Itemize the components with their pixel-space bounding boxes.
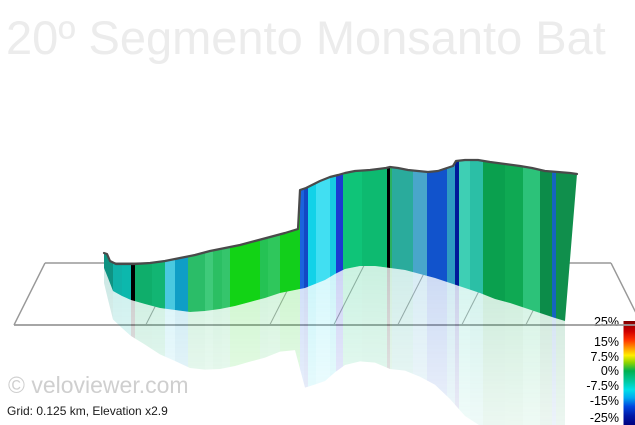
reflection-stripe — [483, 266, 505, 425]
gradient-stripe — [505, 160, 523, 321]
gradient-stripe — [455, 160, 459, 321]
reflection-stripe — [362, 266, 387, 425]
legend-label: -7.5% — [586, 379, 619, 393]
veloviewer-watermark: © veloviewer.com — [8, 372, 189, 398]
reflection-stripe — [205, 266, 213, 425]
gradient-stripe — [552, 160, 556, 321]
gradient-stripe — [304, 160, 308, 321]
legend-label: -25% — [590, 411, 619, 425]
gradient-stripe — [188, 160, 205, 321]
legend-label: -15% — [590, 394, 619, 408]
gradient-stripe — [308, 160, 316, 321]
gradient-stripe — [152, 160, 165, 321]
reflection-stripe — [459, 266, 470, 425]
gradient-stripe — [390, 160, 392, 321]
legend-label: 15% — [594, 335, 619, 349]
reflection-stripe — [330, 266, 336, 425]
reflection-stripe — [552, 266, 556, 425]
gradient-stripe — [260, 160, 268, 321]
gradient-stripe — [556, 160, 577, 321]
gradient-stripe — [470, 160, 483, 321]
gradient-stripe — [459, 160, 470, 321]
reflection-stripe — [387, 266, 390, 425]
reflection-stripe — [222, 266, 230, 425]
gradient-stripe — [447, 160, 455, 321]
grid-info-label: Grid: 0.125 km, Elevation x2.9 — [7, 404, 168, 418]
reflection-stripe — [260, 266, 268, 425]
page-title: 20º Segmento Monsanto Bat — [6, 11, 606, 64]
gradient-stripe — [523, 160, 540, 321]
reflection-stripe — [390, 266, 392, 425]
gradient-stripe — [213, 160, 222, 321]
reflection-stripe — [556, 266, 565, 425]
reflection-stripe — [470, 266, 483, 425]
reflection-stripe — [304, 266, 308, 425]
gradient-stripe — [175, 160, 188, 321]
reflection-stripe — [343, 266, 362, 425]
gradient-stripe — [330, 160, 336, 321]
reflection-stripe — [300, 266, 304, 425]
profile-top-outline — [102, 158, 579, 266]
reflection-stripe — [308, 266, 316, 425]
legend-label: 7.5% — [591, 350, 620, 364]
reflection-stripe — [213, 266, 222, 425]
legend-label: 25% — [594, 315, 619, 329]
gradient-stripe — [336, 160, 343, 321]
reflection-stripe — [165, 266, 175, 425]
gradient-stripe — [222, 160, 230, 321]
reflection-stripe — [336, 266, 343, 425]
gradient-stripe — [300, 160, 304, 321]
reflection-stripe — [413, 266, 427, 425]
gradient-stripe — [387, 160, 390, 321]
gradient-stripe — [165, 160, 175, 321]
gradient-stripe — [483, 160, 505, 321]
plane-left-edge — [13, 262, 46, 326]
reflection-stripe — [392, 266, 413, 425]
gradient-stripe — [540, 160, 552, 321]
reflection-stripe — [447, 266, 455, 425]
plane-right-edge — [610, 262, 635, 313]
legend-label: 0% — [601, 364, 619, 378]
plane-grid-line — [333, 263, 366, 325]
legend-color-bar — [623, 321, 635, 425]
gradient-stripe — [205, 160, 213, 321]
reflection-stripe — [455, 266, 459, 425]
gradient-legend: 25% 15%7.5%0%-7.5%-15% -25% — [586, 315, 635, 425]
